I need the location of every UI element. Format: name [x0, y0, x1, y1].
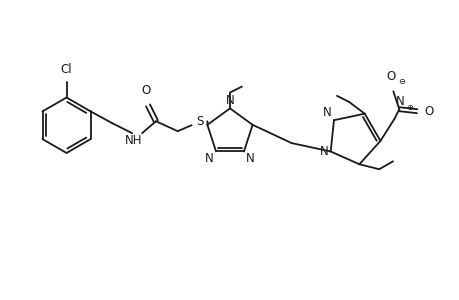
- Text: N: N: [395, 95, 404, 108]
- Text: O: O: [141, 85, 151, 98]
- Text: N: N: [225, 94, 234, 107]
- Text: N: N: [205, 152, 213, 165]
- Text: O: O: [423, 105, 432, 118]
- Text: N: N: [323, 106, 331, 119]
- Text: S: S: [196, 115, 203, 128]
- Text: NH: NH: [124, 134, 141, 147]
- Text: Cl: Cl: [61, 63, 72, 76]
- Text: O: O: [386, 70, 395, 83]
- Text: ⊕: ⊕: [405, 103, 412, 112]
- Text: ⊖: ⊖: [397, 77, 404, 86]
- Text: N: N: [246, 152, 254, 165]
- Text: N: N: [319, 145, 328, 158]
